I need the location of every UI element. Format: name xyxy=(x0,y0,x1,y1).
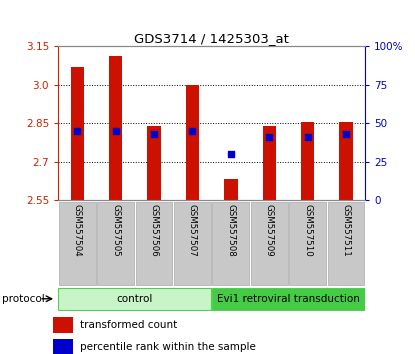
Text: percentile rank within the sample: percentile rank within the sample xyxy=(80,342,256,352)
Text: GSM557504: GSM557504 xyxy=(73,204,82,257)
Bar xyxy=(212,202,249,285)
Text: protocol: protocol xyxy=(2,294,45,304)
Bar xyxy=(136,202,173,285)
Point xyxy=(266,134,273,140)
Text: GSM557505: GSM557505 xyxy=(111,204,120,257)
Text: GSM557511: GSM557511 xyxy=(342,204,351,257)
Bar xyxy=(54,317,73,333)
Bar xyxy=(186,85,199,200)
Text: GSM557510: GSM557510 xyxy=(303,204,312,257)
Bar xyxy=(59,202,96,285)
Text: transformed count: transformed count xyxy=(80,320,177,330)
Text: GSM557506: GSM557506 xyxy=(149,204,159,257)
Bar xyxy=(251,202,288,285)
Bar xyxy=(109,56,122,200)
Bar xyxy=(97,202,134,285)
Text: GSM557507: GSM557507 xyxy=(188,204,197,257)
Text: GSM557509: GSM557509 xyxy=(265,204,274,257)
Bar xyxy=(212,288,365,310)
Bar xyxy=(147,126,161,200)
Text: Evi1 retroviral transduction: Evi1 retroviral transduction xyxy=(217,294,360,304)
Bar xyxy=(59,288,211,310)
Point xyxy=(74,128,81,133)
Bar xyxy=(54,338,73,354)
Point xyxy=(151,131,157,137)
Bar xyxy=(71,67,84,200)
Point xyxy=(227,151,234,156)
Bar xyxy=(224,179,237,200)
Point xyxy=(189,128,196,133)
Title: GDS3714 / 1425303_at: GDS3714 / 1425303_at xyxy=(134,32,289,45)
Point xyxy=(112,128,119,133)
Point xyxy=(343,131,349,137)
Bar xyxy=(301,122,314,200)
Bar xyxy=(174,202,211,285)
Bar xyxy=(339,122,353,200)
Bar xyxy=(327,202,364,285)
Point xyxy=(304,134,311,140)
Text: GSM557508: GSM557508 xyxy=(226,204,235,257)
Bar xyxy=(289,202,326,285)
Text: control: control xyxy=(117,294,153,304)
Bar xyxy=(263,126,276,200)
